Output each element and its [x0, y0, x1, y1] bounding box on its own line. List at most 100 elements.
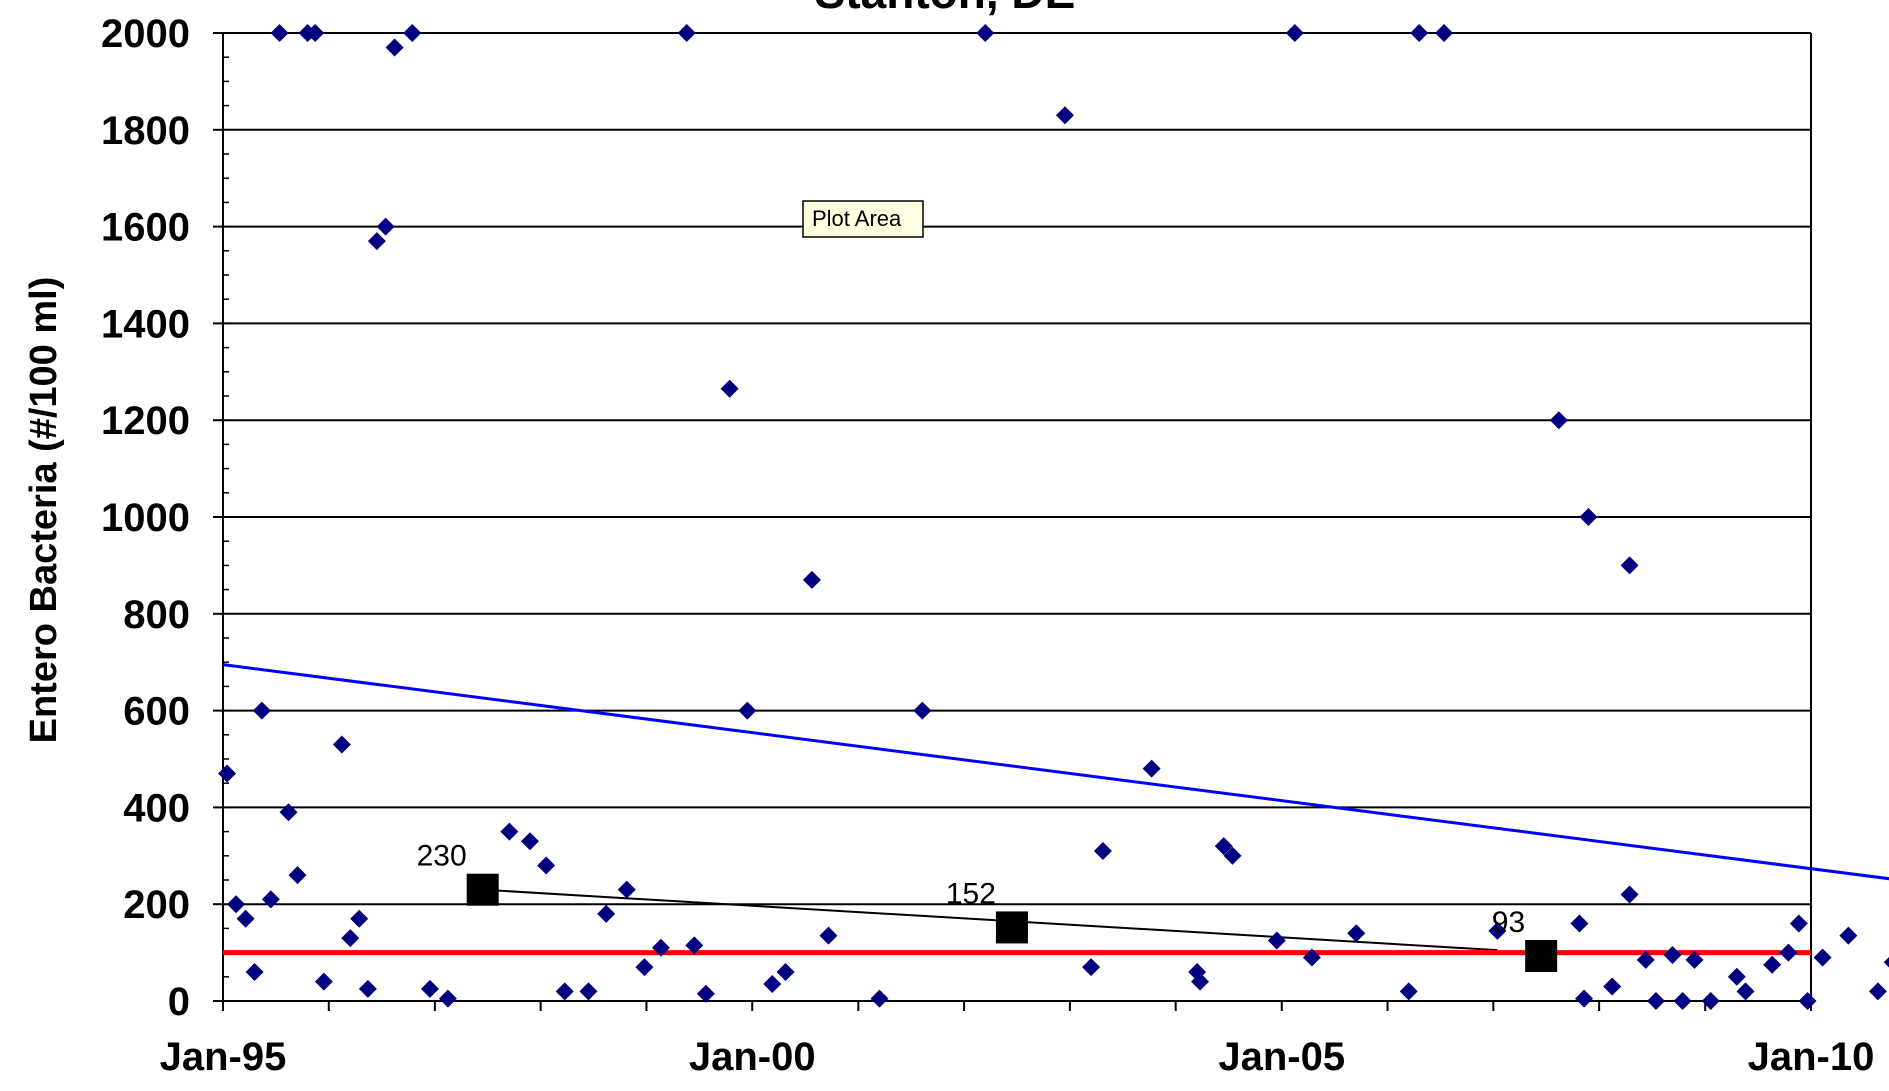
data-point — [555, 982, 574, 1001]
data-point — [1570, 914, 1589, 933]
y-tick-label: 1800 — [101, 109, 190, 153]
data-point — [1603, 977, 1622, 996]
x-tick-label: Jan-10 — [1748, 1035, 1875, 1079]
data-point — [1302, 948, 1321, 967]
data-point — [1223, 846, 1242, 865]
data-point — [403, 24, 422, 42]
data-point — [376, 217, 395, 236]
data-point — [1093, 841, 1112, 860]
data-point — [651, 938, 670, 957]
data-point — [341, 929, 360, 948]
x-tick-label: Jan-00 — [689, 1035, 816, 1079]
data-point — [635, 958, 654, 977]
data-point — [1347, 924, 1366, 943]
data-point — [1701, 992, 1720, 1010]
data-point — [696, 984, 715, 1003]
average-marker — [466, 873, 499, 906]
data-point — [245, 962, 264, 981]
data-point — [913, 701, 932, 720]
y-tick-label: 400 — [123, 786, 190, 830]
data-point — [1214, 837, 1233, 856]
data-point — [367, 232, 386, 251]
average-marker — [995, 911, 1028, 944]
data-point — [1082, 958, 1101, 977]
data-point — [279, 803, 298, 822]
data-point — [776, 962, 795, 981]
data-point — [358, 979, 377, 998]
y-tick-label: 2000 — [101, 12, 190, 56]
data-point — [1285, 24, 1304, 42]
data-point — [1191, 972, 1210, 991]
data-point — [1685, 950, 1704, 969]
y-tick-label: 800 — [123, 593, 190, 637]
y-tick-label: 1600 — [101, 206, 190, 250]
average-marker — [1525, 939, 1558, 972]
data-point — [385, 38, 404, 57]
plot-area-tooltip: Plot Area — [802, 200, 924, 238]
data-point — [819, 926, 838, 945]
data-point — [677, 24, 696, 42]
data-point — [1883, 957, 1889, 968]
data-point — [261, 890, 280, 909]
y-tick-label: 600 — [123, 690, 190, 734]
data-point — [720, 379, 739, 398]
x-axis: Jan-95 Jan-00 Jan-05 Jan-10 — [160, 1000, 1875, 1079]
data-point — [1839, 926, 1858, 945]
data-point — [288, 866, 307, 885]
data-point — [1779, 943, 1798, 962]
data-point — [1663, 946, 1682, 965]
y-tick-label: 1200 — [101, 399, 190, 443]
data-point — [420, 979, 439, 998]
data-point — [976, 24, 995, 42]
data-point — [332, 735, 351, 754]
data-point — [1575, 989, 1594, 1008]
tooltip-box — [802, 200, 924, 238]
x-tick-label: Jan-05 — [1218, 1035, 1345, 1079]
data-point — [1435, 24, 1454, 42]
data-point — [1727, 967, 1746, 986]
data-point — [1488, 921, 1507, 940]
data-point — [1620, 885, 1639, 904]
data-point — [1673, 992, 1692, 1010]
data-points — [218, 24, 1889, 1010]
data-point — [1579, 508, 1598, 526]
data-point — [306, 24, 325, 42]
data-point — [1399, 982, 1418, 1001]
y-tick-label: 200 — [123, 883, 190, 927]
x-tick-label: Jan-95 — [160, 1035, 287, 1079]
data-point — [1736, 982, 1755, 1001]
data-point — [236, 909, 255, 928]
data-point — [227, 895, 246, 914]
data-label: 152 — [946, 877, 996, 910]
data-label: 230 — [417, 840, 467, 873]
data-point — [802, 570, 821, 589]
data-point — [597, 904, 616, 923]
data-point — [314, 972, 333, 991]
data-point — [1789, 914, 1808, 933]
data-point — [763, 975, 782, 994]
data-point — [252, 701, 271, 720]
y-tick-label: 1000 — [101, 496, 190, 540]
trend-line — [482, 888, 1498, 952]
data-point — [537, 856, 556, 875]
data-point — [218, 764, 237, 783]
data-point — [617, 880, 636, 899]
y-tick-label: 0 — [168, 980, 190, 1024]
data-point — [1636, 950, 1655, 969]
data-point — [520, 832, 539, 851]
data-point — [1142, 759, 1161, 778]
data-point — [1868, 982, 1887, 1001]
data-label: 93 — [1492, 906, 1525, 939]
chart-title: Stanton, DE — [815, 0, 1076, 18]
data-point — [438, 989, 457, 1008]
data-point — [738, 701, 757, 720]
data-labels: 230 152 93 — [417, 840, 1526, 939]
data-point — [685, 936, 704, 955]
data-point — [1620, 556, 1639, 575]
data-point — [1798, 992, 1817, 1010]
data-point — [1646, 992, 1665, 1010]
data-point — [1055, 106, 1074, 125]
y-tick-label: 1400 — [101, 302, 190, 346]
